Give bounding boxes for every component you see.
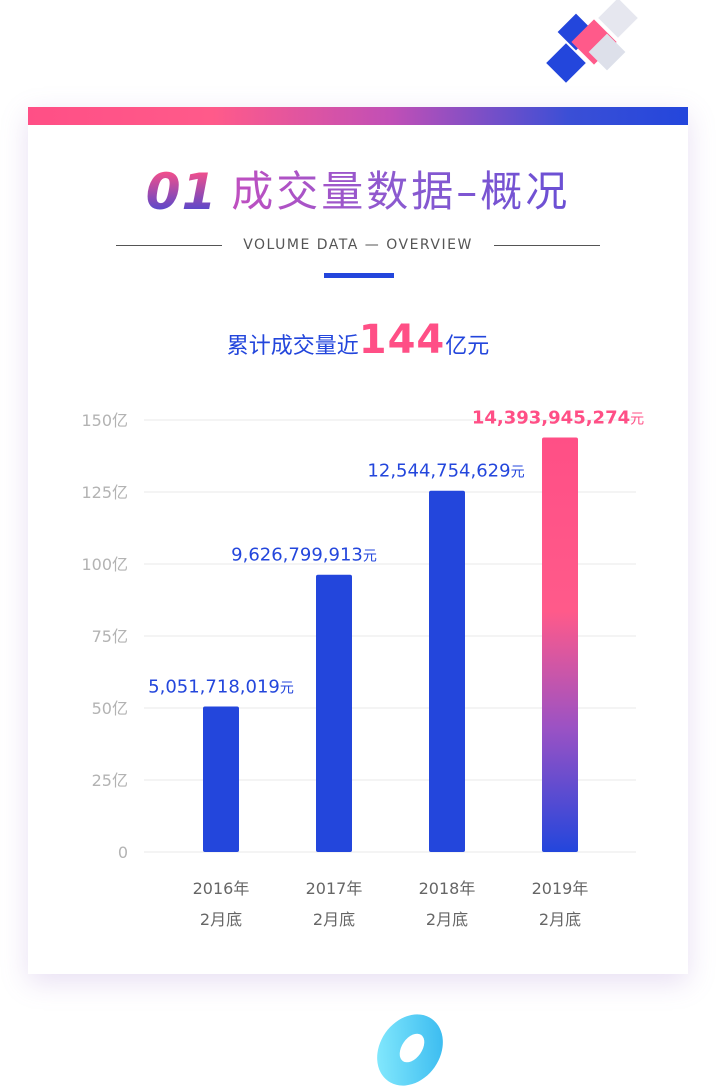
data-label-number: 5,051,718,019	[148, 677, 280, 698]
x-category-label: 2016年	[193, 879, 250, 898]
headline-number: 144	[358, 317, 446, 363]
x-category-sublabel: 2月底	[426, 910, 468, 929]
y-tick-label: 25亿	[92, 771, 128, 790]
decorative-ring-icon	[377, 1014, 443, 1086]
section-title-text: 成交量数据–概况	[231, 167, 571, 216]
x-category-label: 2017年	[306, 879, 363, 898]
card-gradient-bar	[28, 107, 688, 125]
data-label-unit: 元	[363, 549, 377, 565]
data-label-number: 14,393,945,274	[472, 407, 630, 428]
data-label: 9,626,799,913元	[231, 545, 377, 566]
title-underline	[324, 273, 394, 278]
section-title: 01 成交量数据–概况	[28, 167, 688, 217]
section-subtitle: VOLUME DATA — OVERVIEW	[243, 237, 473, 253]
x-category-label: 2018年	[419, 879, 476, 898]
subtitle-line-right	[494, 245, 600, 246]
y-tick-label: 100亿	[81, 555, 128, 574]
bar-1	[203, 706, 239, 852]
data-label: 5,051,718,019元	[148, 677, 294, 698]
data-label: 14,393,945,274元	[472, 407, 644, 428]
y-tick-label: 75亿	[92, 627, 128, 646]
x-category-sublabel: 2月底	[539, 910, 581, 929]
x-category-sublabel: 2月底	[313, 910, 355, 929]
subtitle-line-left	[116, 245, 222, 246]
data-label-number: 12,544,754,629	[367, 461, 510, 482]
data-label-number: 9,626,799,913	[231, 545, 363, 566]
x-category-label: 2019年	[532, 879, 589, 898]
headline-suffix: 亿元	[445, 334, 490, 359]
bar-4	[542, 437, 578, 852]
bar-2	[316, 574, 352, 852]
overview-card: 01 成交量数据–概况 VOLUME DATA — OVERVIEW 累计成交量近…	[28, 107, 688, 974]
data-label-unit: 元	[511, 465, 525, 481]
y-tick-label: 125亿	[81, 483, 128, 502]
data-label: 12,544,754,629元	[367, 461, 524, 482]
section-number: 01	[145, 163, 218, 221]
decorative-tiles-icon	[546, 0, 638, 83]
y-tick-label: 150亿	[81, 411, 128, 430]
headline-prefix: 累计成交量近	[226, 334, 359, 359]
headline: 累计成交量近144亿元	[28, 317, 688, 363]
y-tick-label: 50亿	[92, 699, 128, 718]
x-category-sublabel: 2月底	[200, 910, 242, 929]
y-tick-label: 0	[118, 843, 128, 862]
data-label-unit: 元	[280, 681, 294, 697]
data-label-unit: 元	[630, 411, 644, 427]
bar-3	[429, 490, 465, 852]
